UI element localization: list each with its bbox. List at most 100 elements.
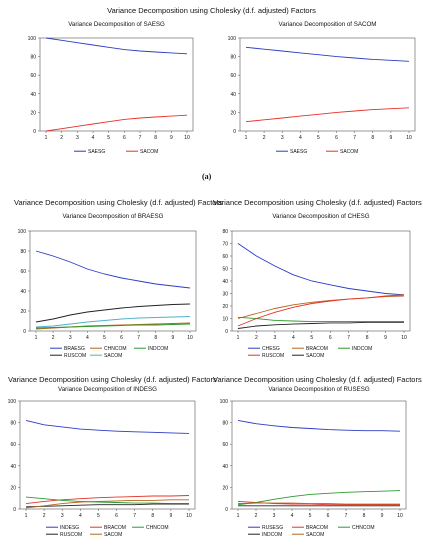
- x-tick-label: 10: [406, 135, 412, 141]
- x-tick-label: 4: [92, 135, 95, 141]
- x-tick-label: 6: [329, 335, 332, 341]
- y-tick-label: 100: [28, 36, 37, 42]
- legend-label-sacom: SACOM: [340, 149, 358, 155]
- x-tick-label: 10: [401, 335, 407, 341]
- legend-label-chesg: CHESG: [262, 346, 280, 352]
- x-tick-label: 4: [292, 335, 295, 341]
- y-tick-label: 80: [222, 421, 228, 427]
- legend-label-braesg: BRAESG: [64, 346, 85, 352]
- plot-frame-saesg: [39, 37, 194, 132]
- x-tick-label: 8: [154, 135, 157, 141]
- y-tick-label: 80: [30, 55, 36, 61]
- x-tick-label: 6: [120, 335, 123, 341]
- y-tick-label: 0: [33, 129, 36, 135]
- x-tick-label: 9: [381, 513, 384, 519]
- legend-label-bracom: BRACOM: [104, 525, 126, 531]
- y-tick-label: 60: [30, 73, 36, 79]
- series-line-ruscom: [237, 294, 405, 327]
- y-tick-label: 80: [222, 229, 228, 235]
- x-tick-label: 3: [61, 513, 64, 519]
- legend-label-chncom: CHNCOM: [104, 346, 127, 352]
- x-tick-label: 10: [184, 135, 190, 141]
- x-tick-label: 3: [69, 335, 72, 341]
- legend-label-indcom: INDCOM: [262, 532, 282, 538]
- series-line-braesg: [35, 250, 191, 289]
- y-tick-label: 40: [20, 289, 26, 295]
- series-line-indesg: [25, 419, 190, 434]
- y-tick-label: 10: [222, 317, 228, 323]
- figure-suptitle-rusesg: Variance Decomposition using Cholesky (d…: [213, 375, 422, 384]
- y-tick-label: 20: [222, 304, 228, 310]
- series-line-saesg: [45, 37, 188, 55]
- x-tick-label: 2: [43, 513, 46, 519]
- x-tick-label: 3: [273, 335, 276, 341]
- y-tick-label: 60: [20, 269, 26, 275]
- legend-label-sacom: SACOM: [104, 532, 122, 538]
- x-tick-label: 5: [317, 135, 320, 141]
- x-tick-label: 5: [103, 335, 106, 341]
- x-tick-label: 9: [384, 335, 387, 341]
- y-tick-label: 60: [10, 442, 16, 448]
- y-tick-label: 50: [222, 267, 228, 273]
- x-tick-label: 4: [299, 135, 302, 141]
- figure-suptitle-chesg: Variance Decomposition using Cholesky (d…: [213, 198, 422, 207]
- figure-suptitle-top: Variance Decomposition using Cholesky (d…: [107, 6, 316, 15]
- y-tick-label: 0: [233, 129, 236, 135]
- x-tick-label: 5: [97, 513, 100, 519]
- y-tick-label: 80: [230, 55, 236, 61]
- x-tick-label: 5: [309, 513, 312, 519]
- x-tick-label: 5: [310, 335, 313, 341]
- plot-frame-sacom: [239, 37, 416, 132]
- series-line-bracom: [25, 495, 190, 505]
- y-tick-label: 20: [222, 485, 228, 491]
- x-tick-label: 1: [237, 335, 240, 341]
- series-line-chncom: [25, 496, 189, 505]
- x-tick-label: 5: [107, 135, 110, 141]
- series-line-sacom: [245, 107, 410, 123]
- x-tick-label: 2: [255, 513, 258, 519]
- x-tick-label: 6: [115, 513, 118, 519]
- series-line-ruscom: [35, 303, 191, 323]
- x-tick-label: 7: [353, 135, 356, 141]
- plot-frame-chesg: [231, 230, 411, 332]
- x-tick-label: 6: [335, 135, 338, 141]
- x-tick-label: 7: [139, 135, 142, 141]
- legend-label-saesg: SAESG: [88, 149, 105, 155]
- series-line-sacom: [45, 114, 188, 132]
- y-tick-label: 100: [8, 399, 17, 405]
- y-tick-label: 20: [20, 309, 26, 315]
- series-line-sacom: [237, 502, 400, 505]
- x-tick-label: 8: [366, 335, 369, 341]
- plot-frame-indesg: [19, 400, 196, 510]
- series-line-ruscom: [25, 503, 189, 508]
- legend-label-saesg: SAESG: [290, 149, 307, 155]
- x-tick-label: 9: [171, 335, 174, 341]
- y-tick-label: 30: [222, 292, 228, 298]
- legend-label-sacom: SACOM: [104, 353, 122, 359]
- x-tick-label: 4: [86, 335, 89, 341]
- x-tick-label: 9: [169, 513, 172, 519]
- series-line-sacom: [35, 316, 191, 328]
- legend-label-sacom: SACOM: [140, 149, 158, 155]
- x-tick-label: 8: [363, 513, 366, 519]
- x-tick-label: 6: [123, 135, 126, 141]
- x-tick-label: 4: [291, 513, 294, 519]
- y-tick-label: 80: [10, 421, 16, 427]
- y-tick-label: 70: [222, 242, 228, 248]
- series-line-bracom: [237, 295, 405, 319]
- x-tick-label: 1: [245, 135, 248, 141]
- y-tick-label: 40: [230, 92, 236, 98]
- y-tick-label: 0: [13, 507, 16, 513]
- x-tick-label: 7: [345, 513, 348, 519]
- y-tick-label: 20: [230, 110, 236, 116]
- chart-title-saesg: Variance Decomposition of SAESG: [68, 21, 165, 28]
- series-line-sacom: [237, 321, 404, 329]
- y-tick-label: 40: [30, 92, 36, 98]
- y-tick-label: 80: [20, 249, 26, 255]
- chart-title-rusesg: Variance Decomposition of RUSESG: [268, 386, 370, 393]
- x-tick-label: 4: [79, 513, 82, 519]
- y-tick-label: 60: [230, 73, 236, 79]
- plot-frame-braesg: [29, 230, 197, 332]
- x-tick-label: 1: [45, 135, 48, 141]
